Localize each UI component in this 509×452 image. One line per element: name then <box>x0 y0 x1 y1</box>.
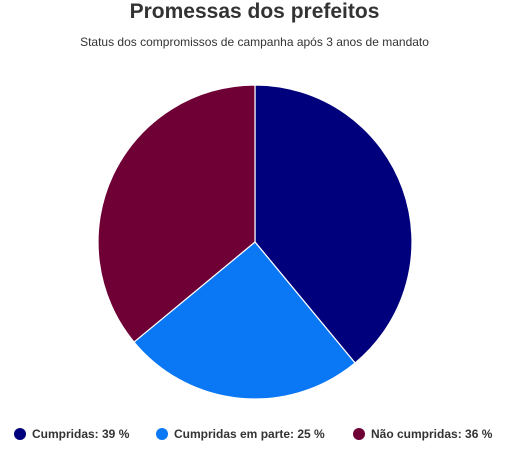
chart-title: Promessas dos prefeitos <box>129 0 380 23</box>
legend-label-nao-cumpridas: Não cumpridas: 36 % <box>371 427 493 441</box>
legend-item-cumpridas-em-parte[interactable]: Cumpridas em parte: 25 % <box>156 425 325 443</box>
legend-label-cumpridas-em-parte: Cumpridas em parte: 25 % <box>174 427 325 441</box>
legend-item-cumpridas[interactable]: Cumpridas: 39 % <box>14 425 129 443</box>
legend-item-nao-cumpridas[interactable]: Não cumpridas: 36 % <box>353 425 492 443</box>
legend: Cumpridas: 39 % Cumpridas em parte: 25 %… <box>0 425 509 445</box>
legend-label-cumpridas: Cumpridas: 39 % <box>32 427 130 441</box>
pie-slice-nao-cumpridas[interactable] <box>97 84 256 343</box>
legend-marker-cumpridas <box>14 428 26 440</box>
pie-slice-cumpridas-em-parte[interactable] <box>133 241 356 400</box>
pie-slice-cumpridas[interactable] <box>254 84 413 364</box>
legend-marker-nao-cumpridas <box>353 428 365 440</box>
chart-subtitle: Status dos compromissos de campanha após… <box>80 35 429 49</box>
legend-marker-cumpridas-em-parte <box>156 428 168 440</box>
